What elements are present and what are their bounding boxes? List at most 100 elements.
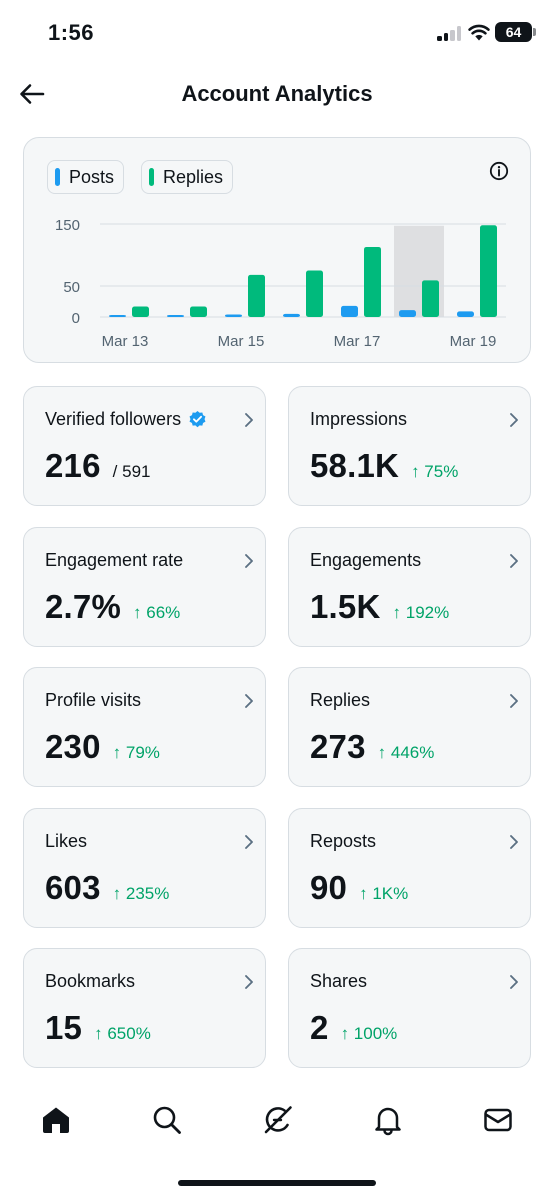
metric-label-text: Verified followers bbox=[45, 409, 182, 429]
messages-icon[interactable] bbox=[482, 1104, 514, 1136]
y-tick-label: 150 bbox=[55, 217, 80, 234]
notifications-icon[interactable] bbox=[372, 1104, 404, 1136]
bottom-tab-bar bbox=[0, 1088, 554, 1154]
bar-posts-mar-14[interactable] bbox=[167, 315, 184, 317]
metric-value: 15 bbox=[45, 1009, 83, 1046]
metric-card-reposts[interactable]: Reposts 90 ↑ 1K% bbox=[288, 807, 531, 928]
bar-replies-mar-17[interactable] bbox=[364, 246, 381, 317]
metric-value: 2 bbox=[310, 1009, 329, 1046]
metric-value: 273 bbox=[310, 728, 366, 765]
legend-posts-swatch bbox=[55, 168, 60, 186]
cellular-signal-icon bbox=[437, 26, 463, 41]
metric-value-row: 90 ↑ 1K% bbox=[310, 869, 408, 907]
bar-posts-mar-18[interactable] bbox=[399, 310, 416, 317]
legend-replies-swatch bbox=[149, 168, 154, 186]
legend-posts-label: Posts bbox=[69, 166, 115, 187]
metric-label-text: Reposts bbox=[310, 830, 377, 851]
bar-chart: 0 50 150 Mar 13 Mar 15 Mar 17 Mar 19 bbox=[55, 217, 506, 350]
metric-value-row: 230 ↑ 79% bbox=[45, 728, 160, 766]
back-arrow-icon[interactable] bbox=[18, 80, 46, 108]
metric-value-row: 58.1K ↑ 75% bbox=[310, 447, 458, 485]
header: Account Analytics bbox=[0, 70, 554, 118]
bar-replies-mar-13[interactable] bbox=[132, 306, 149, 317]
y-tick-label: 0 bbox=[72, 310, 80, 327]
metric-label-text: Shares bbox=[310, 971, 368, 991]
metric-value: 1.5K bbox=[310, 587, 381, 625]
metric-card-engagements[interactable]: Engagements 1.5K ↑ 192% bbox=[288, 526, 531, 647]
metric-value-row: 603 ↑ 235% bbox=[45, 869, 169, 907]
metric-value: 90 bbox=[310, 868, 348, 906]
metric-label-text: Likes bbox=[45, 830, 88, 851]
metric-value: 216 bbox=[45, 447, 101, 484]
metric-change: ↑ 650% bbox=[94, 1024, 151, 1043]
bar-replies-mar-18[interactable] bbox=[422, 280, 439, 317]
chevron-right-icon bbox=[510, 694, 518, 708]
chevron-right-icon bbox=[510, 413, 518, 427]
metric-value: 603 bbox=[45, 868, 101, 906]
metric-value-row: 273 ↑ 446% bbox=[310, 728, 434, 766]
bar-posts-mar-19[interactable] bbox=[457, 311, 474, 317]
legend-posts-toggle[interactable]: Posts bbox=[47, 160, 125, 194]
metric-label-text: Engagements bbox=[310, 549, 422, 570]
grok-icon[interactable] bbox=[262, 1104, 294, 1136]
metric-label: Impressions bbox=[310, 409, 407, 430]
metric-card-replies[interactable]: Replies 273 ↑ 446% bbox=[288, 667, 531, 787]
activity-chart-card: Posts Replies 0 50 150 Mar 13 Mar 15 Mar 17 Ma… bbox=[23, 137, 531, 363]
chevron-right-icon bbox=[245, 694, 253, 708]
metric-label: Bookmarks bbox=[45, 971, 135, 992]
x-tick-label: Mar 15 bbox=[218, 333, 265, 350]
metric-label-text: Replies bbox=[310, 690, 371, 710]
metric-label: Shares bbox=[310, 971, 367, 992]
metric-card-profile-visits[interactable]: Profile visits 230 ↑ 79% bbox=[23, 667, 266, 787]
metric-value: 58.1K bbox=[310, 447, 400, 484]
metric-value-row: 2 ↑ 100% bbox=[310, 1009, 397, 1047]
metric-label-text: Bookmarks bbox=[45, 971, 136, 991]
metric-label: Replies bbox=[310, 690, 370, 711]
bar-replies-mar-15[interactable] bbox=[248, 274, 265, 317]
wifi-icon bbox=[468, 24, 490, 41]
x-tick-label: Mar 13 bbox=[102, 333, 149, 350]
info-icon[interactable] bbox=[489, 161, 509, 181]
metric-card-shares[interactable]: Shares 2 ↑ 100% bbox=[288, 948, 531, 1068]
metric-label: Profile visits bbox=[45, 690, 141, 711]
x-tick-label: Mar 19 bbox=[450, 333, 497, 350]
legend-replies-toggle[interactable]: Replies bbox=[141, 160, 234, 194]
legend-replies-label: Replies bbox=[163, 166, 224, 187]
metric-card-engagement-rate[interactable]: Engagement rate 2.7% ↑ 66% bbox=[23, 526, 266, 647]
battery-indicator: 64 bbox=[495, 22, 536, 42]
verified-badge-icon bbox=[189, 410, 206, 428]
metric-change: ↑ 192% bbox=[392, 602, 450, 622]
metric-change: ↑ 100% bbox=[340, 1024, 398, 1043]
x-tick-label: Mar 17 bbox=[334, 333, 381, 350]
bar-replies-mar-16[interactable] bbox=[306, 270, 323, 318]
page-title: Account Analytics bbox=[181, 81, 373, 106]
metric-label-text: Engagement rate bbox=[45, 549, 184, 570]
metric-change: ↑ 75% bbox=[411, 462, 459, 481]
chevron-right-icon bbox=[245, 553, 253, 568]
metric-value: 230 bbox=[45, 728, 101, 765]
status-bar: 1:56 64 bbox=[0, 0, 554, 64]
metric-card-likes[interactable]: Likes 603 ↑ 235% bbox=[23, 807, 266, 928]
metric-label: Likes bbox=[45, 831, 87, 852]
metric-value-row: 2.7% ↑ 66% bbox=[45, 588, 180, 626]
bar-posts-mar-17[interactable] bbox=[341, 305, 358, 317]
bar-posts-mar-16[interactable] bbox=[283, 313, 300, 317]
home-indicator bbox=[178, 1180, 376, 1186]
chevron-right-icon bbox=[245, 413, 253, 427]
bar-posts-mar-13[interactable] bbox=[109, 315, 126, 317]
home-icon[interactable] bbox=[40, 1104, 72, 1136]
metric-total: / 591 bbox=[112, 462, 151, 481]
metric-card-verified-followers[interactable]: Verified followers 216 / 591 bbox=[23, 386, 266, 506]
metric-change: ↑ 235% bbox=[112, 883, 170, 903]
search-icon[interactable] bbox=[151, 1104, 183, 1136]
bar-replies-mar-19[interactable] bbox=[480, 225, 497, 317]
bar-replies-mar-14[interactable] bbox=[190, 306, 207, 317]
metric-change: ↑ 79% bbox=[112, 743, 160, 762]
bar-posts-mar-15[interactable] bbox=[225, 314, 242, 317]
metric-card-impressions[interactable]: Impressions 58.1K ↑ 75% bbox=[288, 386, 531, 506]
chevron-right-icon bbox=[245, 975, 253, 989]
metric-value-row: 15 ↑ 650% bbox=[45, 1009, 151, 1047]
metric-card-bookmarks[interactable]: Bookmarks 15 ↑ 650% bbox=[23, 948, 266, 1068]
metric-label: Engagements bbox=[310, 550, 421, 571]
chevron-right-icon bbox=[510, 975, 518, 989]
